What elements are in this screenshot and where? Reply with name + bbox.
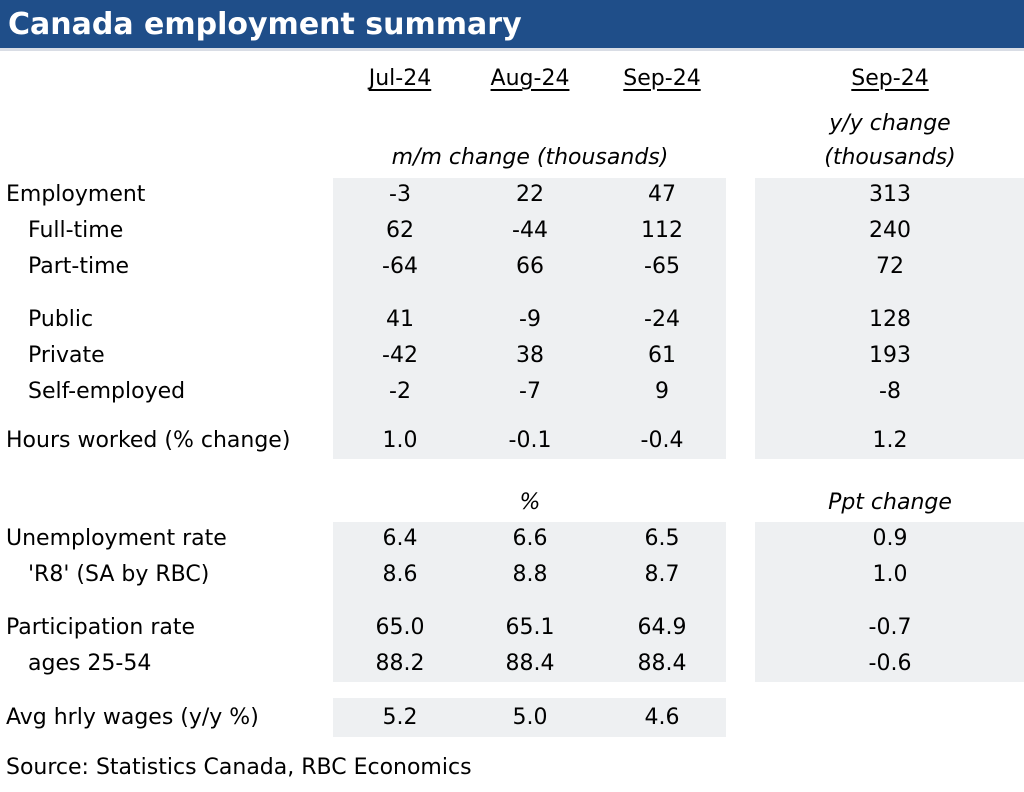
row-label: Part-time [28, 254, 130, 279]
cell-yy: 72 [876, 254, 904, 279]
cell-sep-24: 4.6 [644, 705, 680, 730]
cell-sep-24: 8.7 [644, 562, 680, 587]
yy-subheader-line-2: (thousands) [824, 145, 956, 170]
cell-sep-24: 64.9 [637, 615, 687, 640]
cell-sep-24: 112 [641, 218, 683, 243]
row-label: Employment [6, 182, 146, 207]
cell-yy: 313 [869, 182, 911, 207]
row-label: Public [28, 307, 94, 332]
cell-jul-24: -42 [382, 343, 418, 368]
yy-subheader-line-1: y/y change [829, 111, 951, 136]
cell-jul-24: 5.2 [382, 705, 418, 730]
cell-jul-24: -2 [389, 379, 411, 404]
row-label: Hours worked (% change) [6, 428, 291, 453]
column-header-aug-24: Aug-24 [490, 66, 570, 91]
cell-ppt: 1.0 [872, 562, 908, 587]
cell-jul-24: 6.4 [382, 526, 418, 551]
cell-aug-24: -9 [519, 307, 541, 332]
cell-sep-24: -24 [644, 307, 680, 332]
cell-jul-24: 88.2 [375, 651, 425, 676]
cell-yy: -8 [879, 379, 901, 404]
ppt-shade-block [755, 522, 1024, 682]
cell-yy: 193 [869, 343, 911, 368]
cell-jul-24: -64 [382, 254, 418, 279]
column-header-sep-24: Sep-24 [623, 66, 701, 91]
mm-shade-block [333, 178, 726, 459]
table-title: Canada employment summary [8, 7, 522, 42]
row-label: Self-employed [28, 379, 186, 404]
cell-sep-24: 47 [648, 182, 676, 207]
cell-aug-24: 22 [516, 182, 544, 207]
cell-jul-24: 8.6 [382, 562, 418, 587]
cell-jul-24: 41 [386, 307, 414, 332]
cell-aug-24: -0.1 [508, 428, 552, 453]
wages-shade-block [333, 698, 726, 737]
column-header-jul-24: Jul-24 [368, 66, 432, 91]
source-note: Source: Statistics Canada, RBC Economics [6, 755, 472, 780]
cell-aug-24: 65.1 [505, 615, 555, 640]
cell-sep-24: 88.4 [637, 651, 687, 676]
cell-yy: 1.2 [872, 428, 908, 453]
row-label: Avg hrly wages (y/y %) [6, 705, 259, 730]
row-label: Private [28, 343, 105, 368]
mm-subheader: m/m change (thousands) [391, 145, 669, 170]
pct-subheader: % [519, 490, 541, 515]
cell-yy: 128 [869, 307, 911, 332]
ppt-subheader: Ppt change [828, 490, 952, 515]
cell-aug-24: 88.4 [505, 651, 555, 676]
row-label: Unemployment rate [6, 526, 227, 551]
cell-aug-24: -7 [519, 379, 541, 404]
row-label: ages 25-54 [28, 651, 152, 676]
cell-sep-24: 9 [655, 379, 669, 404]
cell-ppt: 0.9 [872, 526, 908, 551]
cell-sep-24: -65 [644, 254, 680, 279]
cell-aug-24: -44 [512, 218, 548, 243]
cell-jul-24: 62 [386, 218, 414, 243]
row-label: Full-time [28, 218, 124, 243]
cell-yy: 240 [869, 218, 911, 243]
rate-shade-block [333, 522, 726, 682]
cell-aug-24: 6.6 [512, 526, 548, 551]
yy-shade-block [755, 178, 1024, 459]
cell-sep-24: 6.5 [644, 526, 680, 551]
cell-ppt: -0.6 [868, 651, 912, 676]
cell-ppt: -0.7 [868, 615, 912, 640]
cell-aug-24: 38 [516, 343, 544, 368]
cell-aug-24: 8.8 [512, 562, 548, 587]
cell-sep-24: 61 [648, 343, 676, 368]
cell-aug-24: 5.0 [512, 705, 548, 730]
column-header-yy-sep-24: Sep-24 [851, 66, 929, 91]
row-label: 'R8' (SA by RBC) [28, 562, 210, 587]
title-bar: Canada employment summary [0, 0, 1024, 51]
cell-aug-24: 66 [516, 254, 544, 279]
row-label: Participation rate [6, 615, 196, 640]
cell-jul-24: 65.0 [375, 615, 425, 640]
cell-jul-24: -3 [389, 182, 411, 207]
cell-sep-24: -0.4 [640, 428, 684, 453]
cell-jul-24: 1.0 [382, 428, 418, 453]
